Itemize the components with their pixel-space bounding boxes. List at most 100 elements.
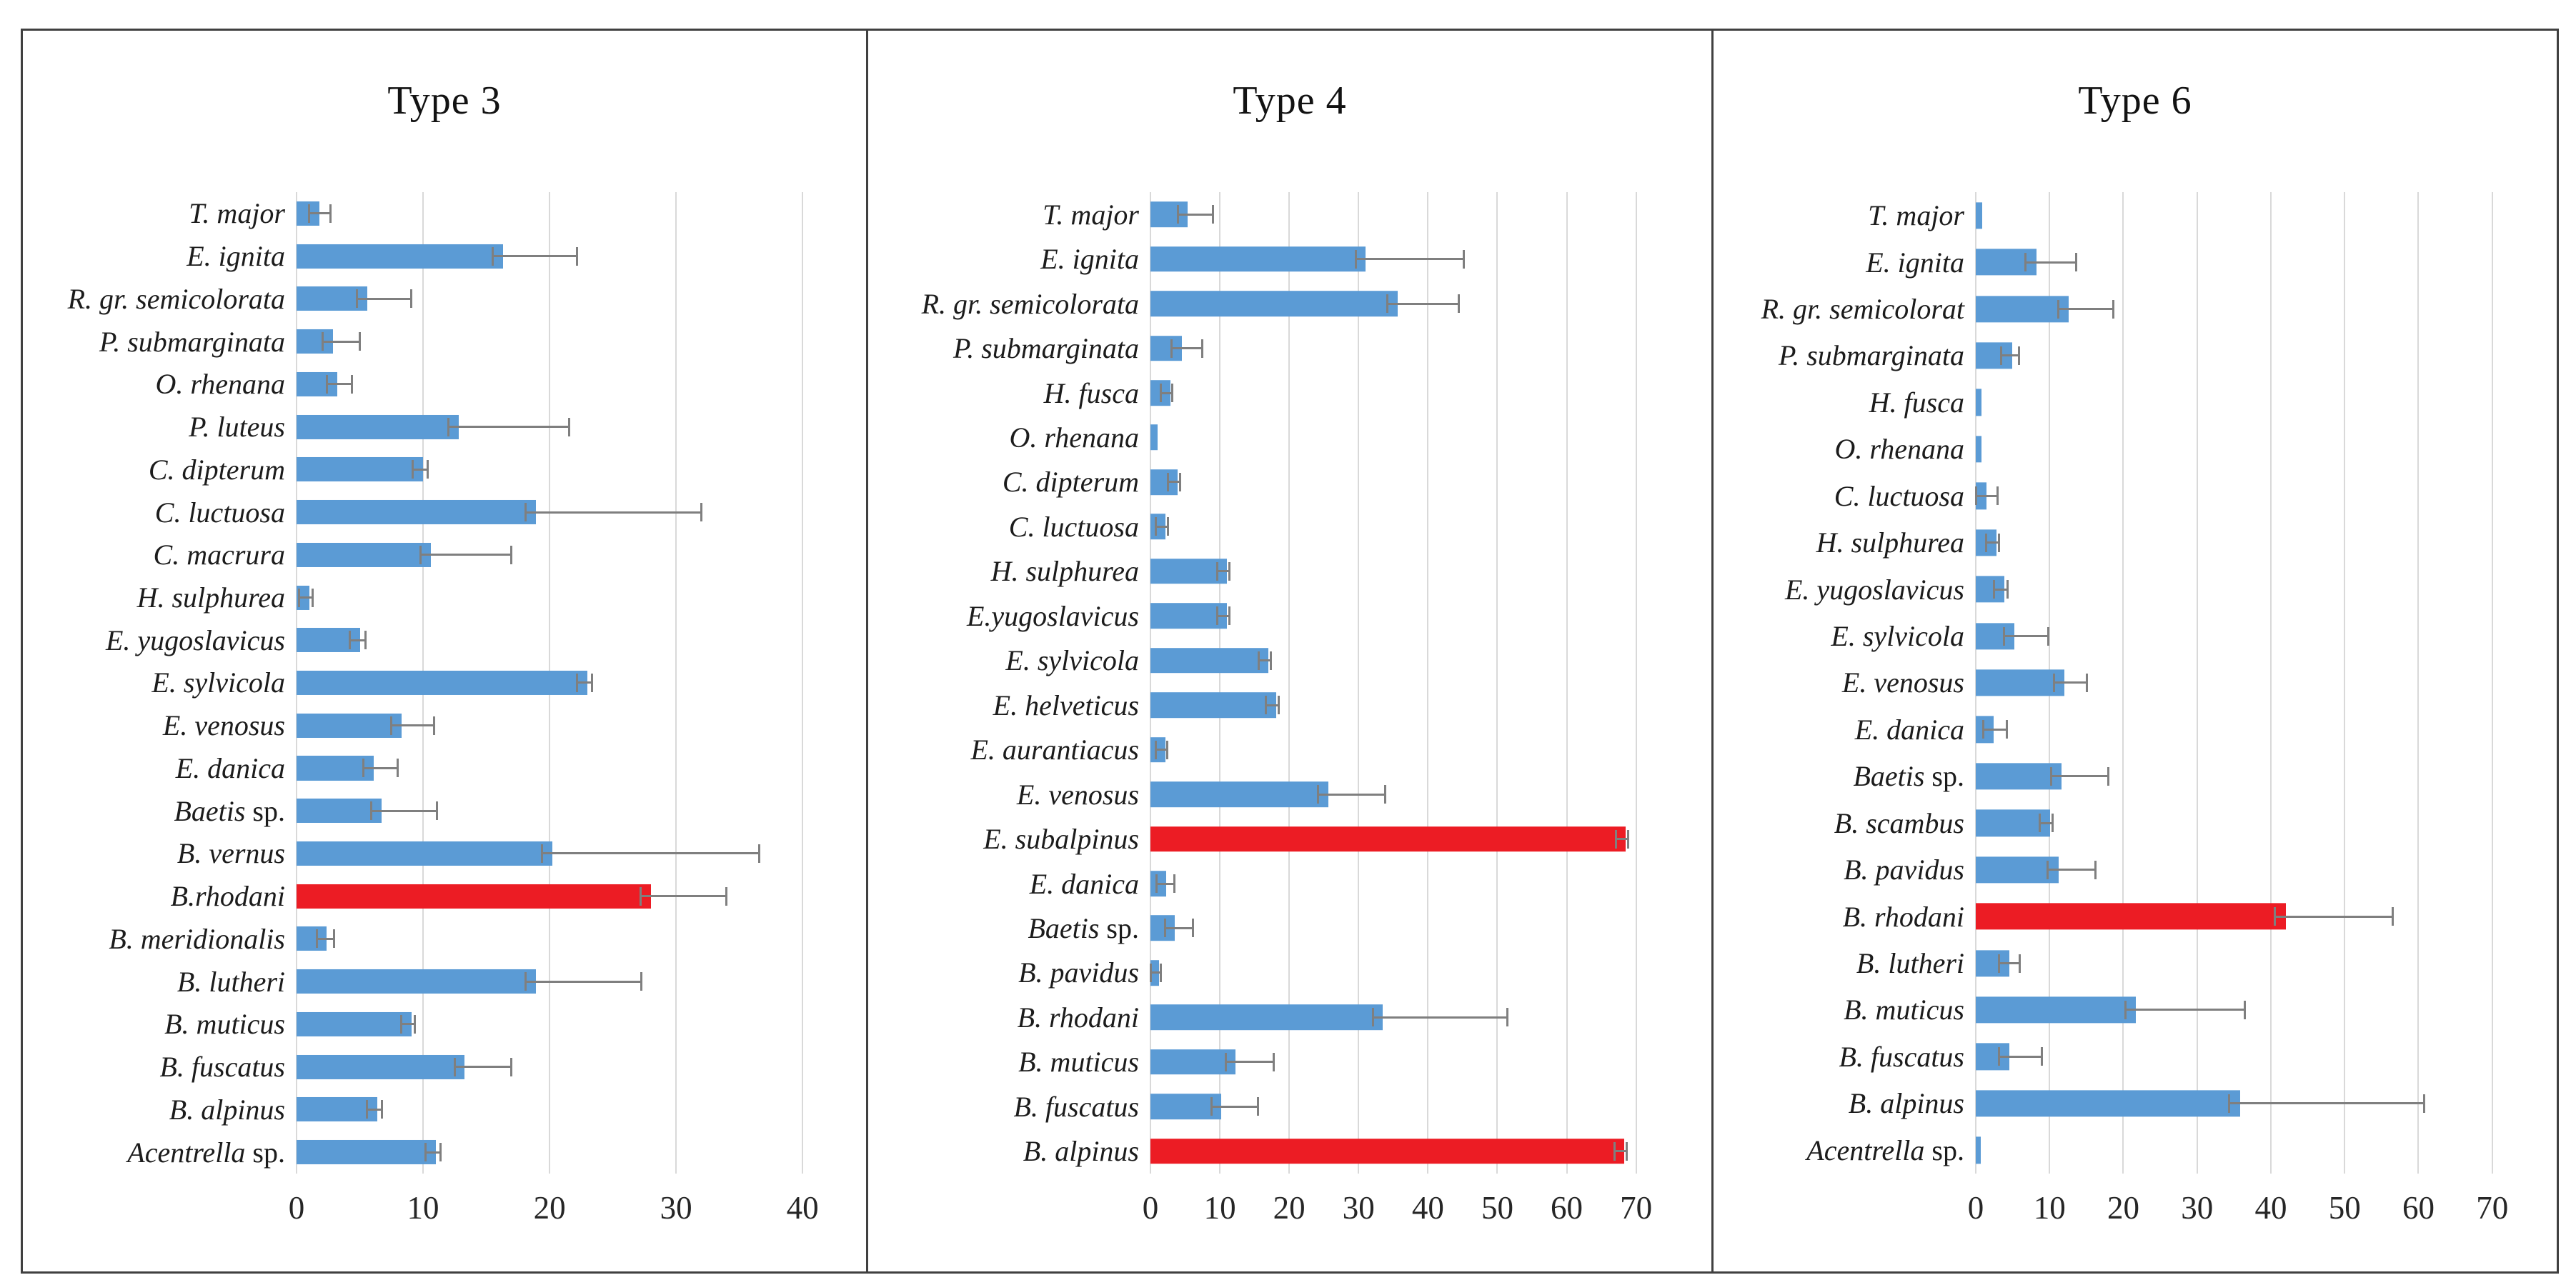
- bar-row: [1150, 415, 1699, 459]
- error-bar: [1155, 874, 1175, 894]
- error-bar: [1354, 249, 1465, 269]
- species-name: E. sylvicola: [1831, 620, 1964, 652]
- gridline: [1496, 192, 1498, 1174]
- panel-type-3: Type 3 T. major E. ignita R. gr. semicolor…: [23, 31, 866, 1271]
- category-label: H. sulphurea: [1714, 519, 1976, 566]
- bar: [1976, 202, 1983, 229]
- error-cap-outer: [576, 246, 579, 266]
- bar-row: [1976, 286, 2544, 332]
- category-label: B. muticus: [868, 1040, 1150, 1084]
- panel-type-4: Type 4 T. major E. ignita R. gr. semicolor…: [866, 31, 1711, 1271]
- bar-row: [1976, 519, 2544, 566]
- error-bar: [1317, 785, 1387, 804]
- error-cap-outer: [427, 460, 429, 479]
- bar-row: [297, 619, 853, 661]
- error-bar: [1215, 606, 1230, 626]
- error-cap-inner: [307, 204, 310, 223]
- species-name: P. submarginata: [1778, 339, 1964, 372]
- bar: [1976, 669, 2064, 696]
- category-label: Baetis sp.: [23, 789, 297, 832]
- category-label: B. lutheri: [1714, 940, 1976, 986]
- species-name: Acentrella: [1806, 1134, 1925, 1166]
- error-bar: [315, 929, 336, 949]
- chart-title: Type 3: [387, 79, 502, 123]
- category-label: Acentrella sp.: [23, 1131, 297, 1174]
- error-bar: [390, 716, 435, 735]
- bar-row: [297, 918, 853, 961]
- error-cap-outer: [757, 844, 760, 863]
- error-cap-inner: [424, 1143, 427, 1162]
- species-name: B. vernus: [176, 837, 285, 870]
- x-tick-label: 50: [2328, 1190, 2361, 1226]
- error-cap-outer: [2107, 766, 2109, 786]
- error-bar: [1975, 486, 1999, 506]
- category-label: P. submarginata: [23, 320, 297, 363]
- plot-area: 0 10 20 30 40 50 60 70: [1968, 192, 2544, 1226]
- error-cap-outer: [1178, 472, 1181, 491]
- error-cap-outer: [2040, 1047, 2043, 1066]
- error-cap-outer: [1458, 294, 1461, 314]
- species-name: T. major: [189, 197, 285, 230]
- category-label: B.rhodani: [23, 875, 297, 918]
- species-name: E. venosus: [1016, 778, 1139, 811]
- bar-row: [1150, 460, 1699, 504]
- error-bar: [356, 289, 413, 309]
- species-name: H. sulphurea: [136, 581, 285, 614]
- error-cap-inner: [322, 332, 324, 351]
- bar: [297, 414, 459, 439]
- category-label: E. danica: [868, 861, 1150, 906]
- species-name: H. fusca: [1043, 376, 1139, 409]
- error-bar: [1150, 963, 1162, 982]
- error-cap-outer: [358, 332, 361, 351]
- error-cap-outer: [329, 204, 332, 223]
- category-label: E. ignita: [23, 235, 297, 278]
- species-name: C. luctuosa: [1008, 510, 1139, 543]
- bar-row: [1150, 192, 1699, 236]
- error-cap-outer: [568, 417, 571, 436]
- error-cap-inner: [524, 503, 527, 522]
- error-cap-inner: [1215, 606, 1218, 626]
- error-bar: [1163, 919, 1195, 938]
- bar-row: [297, 960, 853, 1003]
- error-bar: [322, 332, 361, 351]
- error-cap-outer: [1625, 1141, 1628, 1161]
- error-cap-outer: [2112, 299, 2115, 319]
- category-label: P. submarginata: [1714, 332, 1976, 379]
- category-label: C. dipterum: [868, 460, 1150, 504]
- bar-row: [1976, 239, 2544, 285]
- error-cap-inner: [1993, 580, 1996, 599]
- species-name: O. rhenana: [155, 368, 285, 401]
- category-label: Acentrella sp.: [1714, 1126, 1976, 1173]
- species-name: P. submarginata: [99, 325, 285, 358]
- error-bar: [400, 1014, 417, 1034]
- bar-row: [1150, 1040, 1699, 1084]
- error-cap-inner: [1163, 919, 1166, 938]
- error-bar: [1613, 1141, 1628, 1161]
- species-name: B.rhodani: [170, 880, 285, 913]
- error-cap-inner: [1155, 740, 1158, 759]
- error-bar: [447, 417, 571, 436]
- bar-row: [297, 534, 853, 576]
- error-cap-inner: [453, 1057, 456, 1076]
- error-cap-outer: [1200, 339, 1203, 358]
- error-cap-outer: [509, 1057, 512, 1076]
- error-cap-outer: [333, 929, 336, 949]
- error-cap-inner: [1257, 651, 1260, 670]
- category-label: C. macrura: [23, 534, 297, 576]
- x-tick-label: 40: [1411, 1190, 1444, 1226]
- error-bar: [1981, 720, 2009, 739]
- x-tick-label: 30: [1342, 1190, 1375, 1226]
- gridline: [2491, 192, 2493, 1174]
- error-bar: [325, 374, 353, 394]
- category-label: O. rhenana: [868, 415, 1150, 459]
- error-bar: [453, 1057, 512, 1076]
- species-name: E. sylvicola: [1005, 644, 1139, 677]
- species-name: P. submarginata: [953, 332, 1139, 365]
- category-label: C. luctuosa: [23, 491, 297, 534]
- bar-row: [297, 875, 853, 918]
- bar-row: [1976, 1034, 2544, 1080]
- species-name: R. gr. semicolorata: [67, 282, 285, 315]
- x-axis: 0 10 20 30 40: [289, 1174, 853, 1231]
- species-name: E. venosus: [1841, 666, 1964, 699]
- error-bar: [1265, 696, 1280, 715]
